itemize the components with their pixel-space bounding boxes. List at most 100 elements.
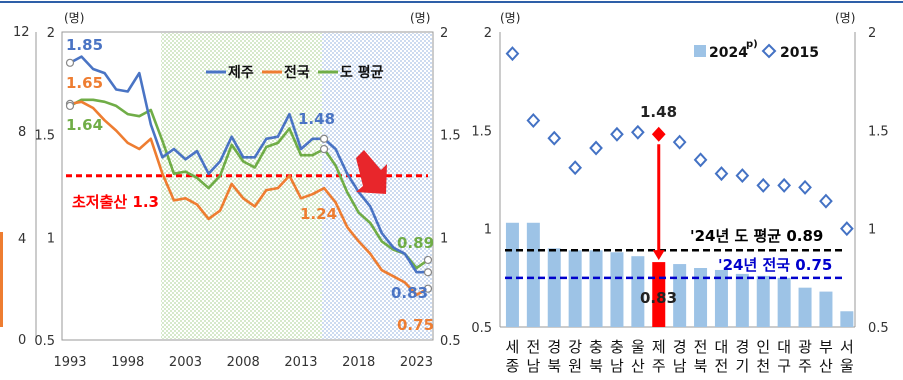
label-jeju-end: 0.83 bbox=[391, 284, 428, 302]
left-x-tick: 2003 bbox=[169, 355, 202, 370]
category-label-top: 부 bbox=[819, 338, 833, 356]
category-label-bottom: 종 bbox=[506, 357, 520, 375]
national-label: '24년 전국 0.75 bbox=[718, 256, 832, 274]
right-y-tick: 0.5 bbox=[471, 321, 492, 336]
right-legend: 2024 p) 2015 bbox=[694, 39, 819, 61]
left-y-tick: 1 bbox=[47, 231, 55, 246]
left-y-tick: 0.5 bbox=[34, 334, 55, 349]
bar-2024 bbox=[819, 291, 833, 327]
label-jeju-start: 1.85 bbox=[66, 36, 103, 54]
diamond-2015 bbox=[610, 126, 624, 142]
left-x-tick: 2008 bbox=[227, 355, 260, 370]
category-label-bottom: 남 bbox=[526, 357, 540, 375]
bar-2024 bbox=[568, 250, 582, 327]
category-label-bottom: 주 bbox=[652, 357, 666, 375]
threshold-label: 초저출산 1.3 bbox=[72, 193, 159, 211]
outer-tick: 8 bbox=[18, 125, 26, 140]
diamond-2015 bbox=[568, 160, 583, 176]
bar-2024 bbox=[505, 222, 519, 327]
category-label-top: 대 bbox=[715, 338, 729, 356]
diamond-2015 bbox=[756, 177, 771, 193]
bar-2024 bbox=[526, 222, 540, 327]
category-label-bottom: 북 bbox=[589, 357, 603, 375]
diamond-2015 bbox=[819, 193, 833, 209]
category-label-top: 제 bbox=[652, 338, 666, 356]
diamond-2015 bbox=[714, 166, 729, 182]
diamond-2015 bbox=[777, 177, 792, 193]
category-label-top: 울 bbox=[631, 338, 645, 356]
marker-2015 bbox=[319, 134, 329, 143]
end-marker bbox=[423, 268, 433, 277]
left-x-tick: 2013 bbox=[284, 355, 317, 370]
national-line bbox=[69, 100, 429, 297]
right-y-tick-right: 0.5 bbox=[868, 321, 889, 336]
left-x-tick: 2018 bbox=[342, 355, 375, 370]
jeju-2015-label: 1.48 bbox=[640, 103, 677, 121]
category-label-bottom: 북 bbox=[547, 357, 561, 375]
right-y-tick: 1.5 bbox=[471, 124, 492, 139]
bar-2024 bbox=[589, 250, 603, 327]
label-national-end: 0.75 bbox=[397, 316, 434, 334]
left-legend: 제주 전국 도 평균 bbox=[206, 64, 384, 81]
diamond-2015 bbox=[672, 134, 687, 150]
category-label-bottom: 남 bbox=[673, 357, 687, 375]
right-y-tick-right: 2 bbox=[868, 26, 876, 41]
bar-2024 bbox=[694, 268, 708, 327]
right-y-tick-right: 1.5 bbox=[868, 124, 889, 139]
category-label-bottom: 원 bbox=[568, 357, 582, 375]
outer-tick: 12 bbox=[13, 25, 30, 40]
diamond-2015 bbox=[505, 46, 520, 62]
category-label-bottom: 울 bbox=[840, 357, 854, 375]
right-y-tick: 2 bbox=[484, 26, 492, 41]
marker-2015 bbox=[319, 144, 329, 154]
legend-bar-label: 2024 bbox=[709, 45, 748, 61]
left-y-tick: 1.5 bbox=[34, 129, 55, 144]
bar-2024 bbox=[840, 311, 854, 327]
category-label-top: 광 bbox=[798, 338, 812, 356]
left-x-tick: 1993 bbox=[53, 355, 86, 370]
bar-2024 bbox=[798, 287, 812, 327]
right-y-tick: 1 bbox=[484, 223, 492, 238]
right-unit-label: (명) bbox=[410, 11, 430, 25]
diamond-2015 bbox=[735, 168, 750, 184]
category-label-bottom: 주 bbox=[798, 357, 812, 375]
bar-2024 bbox=[756, 275, 770, 327]
diamond-2015 bbox=[526, 113, 541, 128]
category-label-top: 인 bbox=[756, 338, 770, 356]
diamond-2015 bbox=[589, 140, 603, 156]
category-label-bottom: 북 bbox=[694, 357, 708, 375]
jeju-arrow-head bbox=[652, 250, 665, 261]
left-x-tick: 1998 bbox=[111, 355, 144, 370]
category-label-bottom: 남 bbox=[610, 357, 624, 375]
right-chart-unit-right: (명) bbox=[835, 11, 855, 25]
category-label-bottom: 기 bbox=[735, 357, 749, 375]
legend-label-jeju: 제주 bbox=[228, 65, 254, 81]
category-label-top: 충 bbox=[610, 338, 624, 356]
legend-label-national: 전국 bbox=[284, 64, 310, 81]
label-province-start: 1.64 bbox=[66, 116, 103, 134]
province-average-label: '24년 도 평균 0.89 bbox=[690, 227, 823, 245]
bar-2024 bbox=[714, 269, 728, 327]
legend-diamond-swatch bbox=[761, 43, 777, 59]
category-label-top: 서 bbox=[840, 338, 854, 356]
start-marker bbox=[65, 58, 75, 67]
category-label-bottom: 산 bbox=[819, 357, 833, 375]
category-label-bottom: 전 bbox=[715, 357, 729, 375]
outer-tick: 0 bbox=[18, 333, 26, 348]
category-label-top: 강 bbox=[568, 338, 582, 356]
left-y-tick-right: 1 bbox=[440, 231, 448, 246]
jeju-2024-label: 0.83 bbox=[640, 289, 677, 307]
end-marker bbox=[423, 284, 433, 293]
left-y-tick: 2 bbox=[47, 26, 55, 41]
label-national-start: 1.65 bbox=[66, 74, 103, 92]
right-chart-unit-left: (명) bbox=[500, 11, 520, 25]
legend-diamond-label: 2015 bbox=[780, 45, 819, 61]
category-label-top: 경 bbox=[547, 338, 561, 356]
label-province-end: 0.89 bbox=[397, 234, 434, 252]
diamond-2015 bbox=[630, 124, 645, 140]
legend-label-province: 도 평균 bbox=[340, 64, 384, 81]
bar-2024 bbox=[735, 273, 749, 327]
category-label-top: 전 bbox=[526, 338, 540, 356]
start-marker bbox=[65, 101, 75, 111]
